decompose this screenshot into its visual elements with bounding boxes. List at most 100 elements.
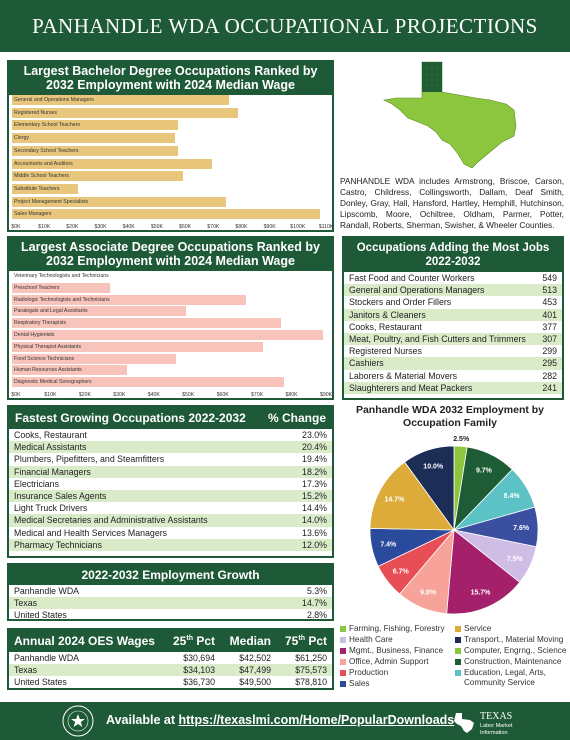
axis-tick-label: $60K xyxy=(216,392,229,398)
row-label: Fast Food and Counter Workers xyxy=(349,273,475,283)
bar-row: Physical Therapist Assistants xyxy=(12,341,326,352)
associate-chart-title: Largest Associate Degree Occupations Ran… xyxy=(9,238,332,271)
table-row: Cashiers 295 xyxy=(344,357,562,370)
axis-tick-label: $10K xyxy=(44,392,57,398)
bar xyxy=(12,158,212,169)
row-label: Stockers and Order Fillers xyxy=(349,297,452,308)
bar-label: Secondary School Teachers xyxy=(14,147,79,154)
legend-item: Computer, Engrng., Science xyxy=(455,646,567,656)
legend-item: Education, Legal, Arts, Community Servic… xyxy=(455,668,567,688)
bar-row: Sales Managers xyxy=(12,209,326,220)
bar-row: Food Science Technicians xyxy=(12,353,326,364)
bar-label: Paralegals and Legal Assistants xyxy=(14,308,88,315)
bar-label: Diagnostic Medical Sonographers xyxy=(14,379,92,386)
pie-slice-label: 7.4% xyxy=(380,542,397,549)
bar xyxy=(12,196,227,207)
oes-cell-p25: $36,730 xyxy=(183,677,215,688)
oes-cell-p25: $34,103 xyxy=(183,665,215,676)
row-label: Insurance Sales Agents xyxy=(14,491,107,502)
bar-label: General and Operations Managers xyxy=(14,97,94,103)
oes-cell-name: Panhandle WDA xyxy=(14,653,80,663)
fastest-growing-header: Fastest Growing Occupations 2022-2032 % … xyxy=(9,407,332,429)
oes-cell-name: United States xyxy=(14,677,67,688)
table-row: United States $36,730 $49,500 $78,810 xyxy=(9,676,332,688)
legend-item: Sales xyxy=(340,679,452,689)
bar xyxy=(12,330,323,340)
legend-swatch xyxy=(340,637,346,643)
legend-label: Health Care xyxy=(349,635,393,644)
bar-row: Secondary School Teachers xyxy=(12,145,326,156)
bar-row: Accountants and Auditors xyxy=(12,158,326,169)
row-value: 282 xyxy=(542,370,557,381)
table-row: General and Operations Managers 513 xyxy=(344,284,562,297)
table-row: Panhandle WDA $30,694 $42,502 $61,250 xyxy=(9,652,332,664)
axis-tick-label: $80K xyxy=(285,392,298,398)
row-value: 453 xyxy=(542,297,557,308)
legend-swatch xyxy=(455,648,461,654)
table-row: Cooks, Restaurant 23.0% xyxy=(9,429,332,441)
row-label: Light Truck Drivers xyxy=(14,503,88,514)
bar xyxy=(12,133,175,144)
row-value: 241 xyxy=(542,382,557,393)
row-value: 14.0% xyxy=(302,515,327,526)
bar xyxy=(12,341,264,352)
logo-line1-text: Labor Market xyxy=(480,723,513,729)
median-header: Median xyxy=(229,634,271,648)
bar-row: Human Resources Assistants xyxy=(12,365,326,376)
employment-growth-table: Panhandle WDA 5.3% Texas 14.7% United States… xyxy=(9,585,332,622)
bar-label: Substitute Teachers xyxy=(14,185,60,192)
bar-label: Registered Nurses xyxy=(14,109,57,116)
row-label: Plumbers, Pipefitters, and Steamfitters xyxy=(14,454,165,465)
legend-label: Computer, Engrng., Science xyxy=(464,646,567,655)
row-value: 14.7% xyxy=(302,598,327,609)
legend-item: Service xyxy=(455,624,567,634)
axis-tick-label: $10K xyxy=(38,224,51,230)
bar-row: Registered Nurses xyxy=(12,107,326,118)
legend-item: Mgmt., Business, Finance xyxy=(340,646,452,656)
bar-row: Radiologic Technologists and Technicians xyxy=(12,294,326,305)
pie-slice-label: 8.4% xyxy=(504,493,521,500)
employment-growth-header: 2022-2032 Employment Growth xyxy=(9,565,332,585)
legend-label: Transport., Material Moving xyxy=(464,635,564,644)
axis-tick-label: $40K xyxy=(122,224,135,230)
table-row: Registered Nurses 299 xyxy=(344,345,562,357)
table-row: Medical Assistants 20.4% xyxy=(9,441,332,454)
legend-label: Sales xyxy=(349,679,370,688)
footer-text: Available at https://texaslmi.com/Home/P… xyxy=(106,713,454,727)
row-value: 17.3% xyxy=(302,478,327,489)
row-value: 20.4% xyxy=(302,442,327,453)
oes-cell-median: $47,499 xyxy=(239,665,271,676)
row-value: 299 xyxy=(542,346,557,357)
legend-label: Production xyxy=(349,668,389,677)
legend-label: Service xyxy=(464,624,492,633)
row-value: 549 xyxy=(542,273,557,283)
jobs-adding-title: Occupations Adding the Most Jobs 2022-20… xyxy=(344,238,562,272)
oes-cell-p75: $61,250 xyxy=(295,653,327,663)
legend-swatch xyxy=(455,626,461,632)
bar-row: Veterinary Technologists and Technicians xyxy=(12,271,326,281)
oes-wages-header: Annual 2024 OES Wages 25th Pct Median 75… xyxy=(9,630,332,652)
legend-label: Mgmt., Business, Finance xyxy=(349,646,444,655)
row-label: Cooks, Restaurant xyxy=(349,321,422,332)
row-label: Janitors & Cleaners xyxy=(349,309,426,320)
row-value: 295 xyxy=(542,358,557,369)
oes-wages-title: Annual 2024 OES Wages xyxy=(14,634,155,648)
bar-row: Dental Hygienists xyxy=(12,330,326,340)
page-footer: Available at https://texaslmi.com/Home/P… xyxy=(0,702,570,740)
downloads-link[interactable]: https://texaslmi.com/Home/PopularDownloa… xyxy=(178,713,455,727)
axis-tick-label: $60K xyxy=(179,224,192,230)
bar xyxy=(12,120,178,131)
bar-label: Human Resources Assistants xyxy=(14,367,82,374)
axis-tick-label: $30K xyxy=(113,392,126,398)
page-header: PANHANDLE WDA OCCUPATIONAL PROJECTIONS xyxy=(0,0,570,52)
axis-tick-label: $0K xyxy=(11,224,21,230)
pie-slice-label: 14.7% xyxy=(384,496,405,503)
oes-wages-table: Panhandle WDA $30,694 $42,502 $61,250 Texas $… xyxy=(9,652,332,689)
row-label: Medical Secretaries and Administrative A… xyxy=(14,515,208,526)
row-value: 15.2% xyxy=(302,491,327,502)
row-label: Financial Managers xyxy=(14,466,91,477)
p75-header: 75th Pct xyxy=(285,634,327,648)
legend-item: Office, Admin Support xyxy=(340,657,452,667)
legend-swatch xyxy=(340,648,346,654)
table-row: Fast Food and Counter Workers 549 xyxy=(344,272,562,284)
